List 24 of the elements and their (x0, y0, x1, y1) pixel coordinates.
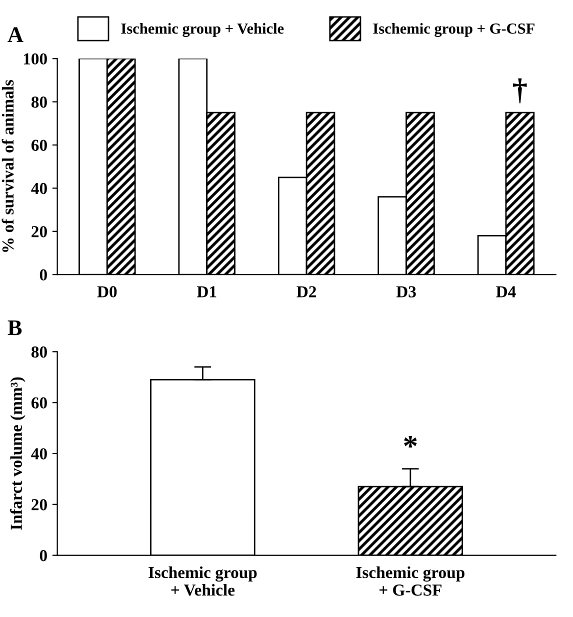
x-tick-label: D1 (196, 286, 216, 298)
y-tick-label: 20 (32, 226, 47, 238)
y-axis-title: Infarct volume (mm³) (10, 377, 26, 530)
x-tick-label: D2 (296, 286, 316, 298)
y-tick-label: 60 (31, 397, 47, 409)
y-tick-label: 60 (31, 140, 47, 151)
x-tick-label: D3 (396, 286, 416, 298)
legend-label: Ischemic group + Vehicle (121, 22, 284, 37)
annotation: † (513, 78, 527, 104)
chart-title: B (8, 320, 22, 336)
y-tick-label: 40 (31, 448, 47, 460)
x-tick-label: D0 (97, 286, 117, 298)
y-tick-label: 0 (40, 550, 47, 562)
y-tick-label: 80 (31, 346, 47, 358)
x-tick-label: D4 (496, 286, 516, 298)
y-tick-label: 100 (24, 53, 47, 65)
y-tick-label: 40 (31, 182, 47, 194)
y-tick-label: 20 (32, 499, 47, 510)
legend-label: Ischemic group + G-CSF (373, 22, 534, 37)
chart-title: A (8, 27, 24, 42)
y-tick-label: 80 (31, 96, 47, 108)
y-axis-title: % of survival of animals (2, 80, 14, 252)
annotation: * (404, 436, 417, 448)
y-tick-label: 0 (40, 269, 47, 281)
